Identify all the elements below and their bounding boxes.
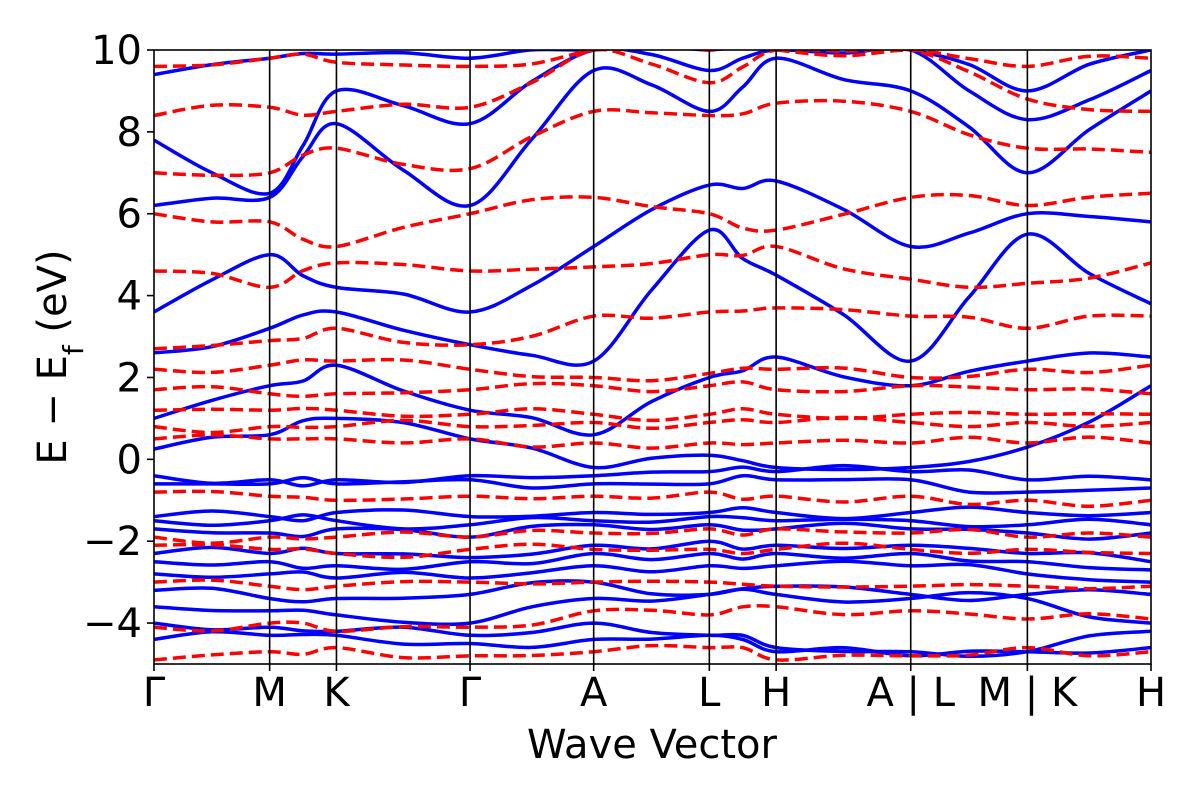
y-axis-title-main: E − E: [30, 355, 76, 465]
dashed-band-line: [154, 578, 1151, 592]
dashed-band-line: [154, 50, 1151, 118]
plot-frame: [153, 49, 1152, 665]
y-tick-label: 8: [117, 110, 142, 156]
bands-layer: [154, 50, 1151, 662]
dashed-band-line: [154, 380, 1151, 399]
x-tick-label: Γ: [459, 670, 482, 716]
dashed-band-line: [154, 406, 1151, 423]
dashed-band-line: [154, 603, 1151, 634]
x-tick-label: Γ: [143, 670, 166, 716]
dashed-band-line: [154, 643, 1151, 662]
y-tick-label: 0: [117, 437, 142, 483]
kpath-divider-lines: [268, 50, 1029, 664]
x-tick-label: H: [1136, 670, 1166, 716]
dashed-band-line: [154, 357, 1151, 383]
y-axis-title-unit: (eV): [30, 249, 76, 345]
y-tick-label: 2: [117, 355, 142, 401]
x-tick-label: A: [580, 670, 608, 716]
solid-band-line: [154, 505, 1151, 523]
solid-band-line: [154, 513, 1151, 531]
x-tick-label: M | K: [978, 670, 1079, 716]
y-tick-label: 10: [91, 28, 142, 74]
y-axis-title-subscript: f: [57, 344, 90, 355]
solid-band-line: [154, 50, 1151, 93]
x-tick-label: K: [323, 670, 351, 716]
solid-band-line: [154, 178, 1151, 314]
y-tick-label: 4: [117, 274, 142, 320]
solid-band-line: [154, 50, 1151, 196]
dashed-band-line: [154, 527, 1151, 545]
y-tick-label: −2: [83, 519, 142, 565]
solid-band-line: [154, 351, 1151, 437]
solid-band-line: [154, 559, 1151, 584]
solid-band-line: [154, 384, 1151, 472]
dashed-band-line: [154, 191, 1151, 249]
solid-band-line: [154, 579, 1151, 604]
dashed-band-line: [154, 541, 1151, 560]
y-axis-title: E − Ef (eV): [30, 249, 90, 464]
y-axis: 10 8 6 4 2 0 −2 −4: [83, 28, 154, 647]
solid-band-line: [154, 473, 1151, 495]
solid-band-line: [154, 463, 1151, 488]
dashed-band-line: [154, 50, 1151, 69]
dashed-band-line: [154, 244, 1151, 290]
dashed-band-line: [154, 306, 1151, 351]
solid-band-line: [154, 551, 1151, 572]
solid-band-line: [154, 56, 1151, 208]
y-tick-label: 6: [117, 192, 142, 238]
solid-band-line: [154, 587, 1151, 627]
dashed-band-line: [154, 433, 1151, 450]
x-tick-label: M: [252, 670, 287, 716]
dashed-band-line: [154, 98, 1151, 178]
dashed-band-line: [154, 415, 1151, 435]
solid-band-line: [154, 227, 1151, 367]
x-tick-label: A | L: [866, 670, 955, 716]
y-tick-label: −4: [83, 601, 142, 647]
x-axis-title: Wave Vector: [527, 722, 778, 768]
x-tick-label: H: [761, 670, 791, 716]
x-tick-label: L: [698, 670, 721, 716]
solid-band-line: [154, 629, 1151, 658]
dashed-band-line: [154, 489, 1151, 508]
